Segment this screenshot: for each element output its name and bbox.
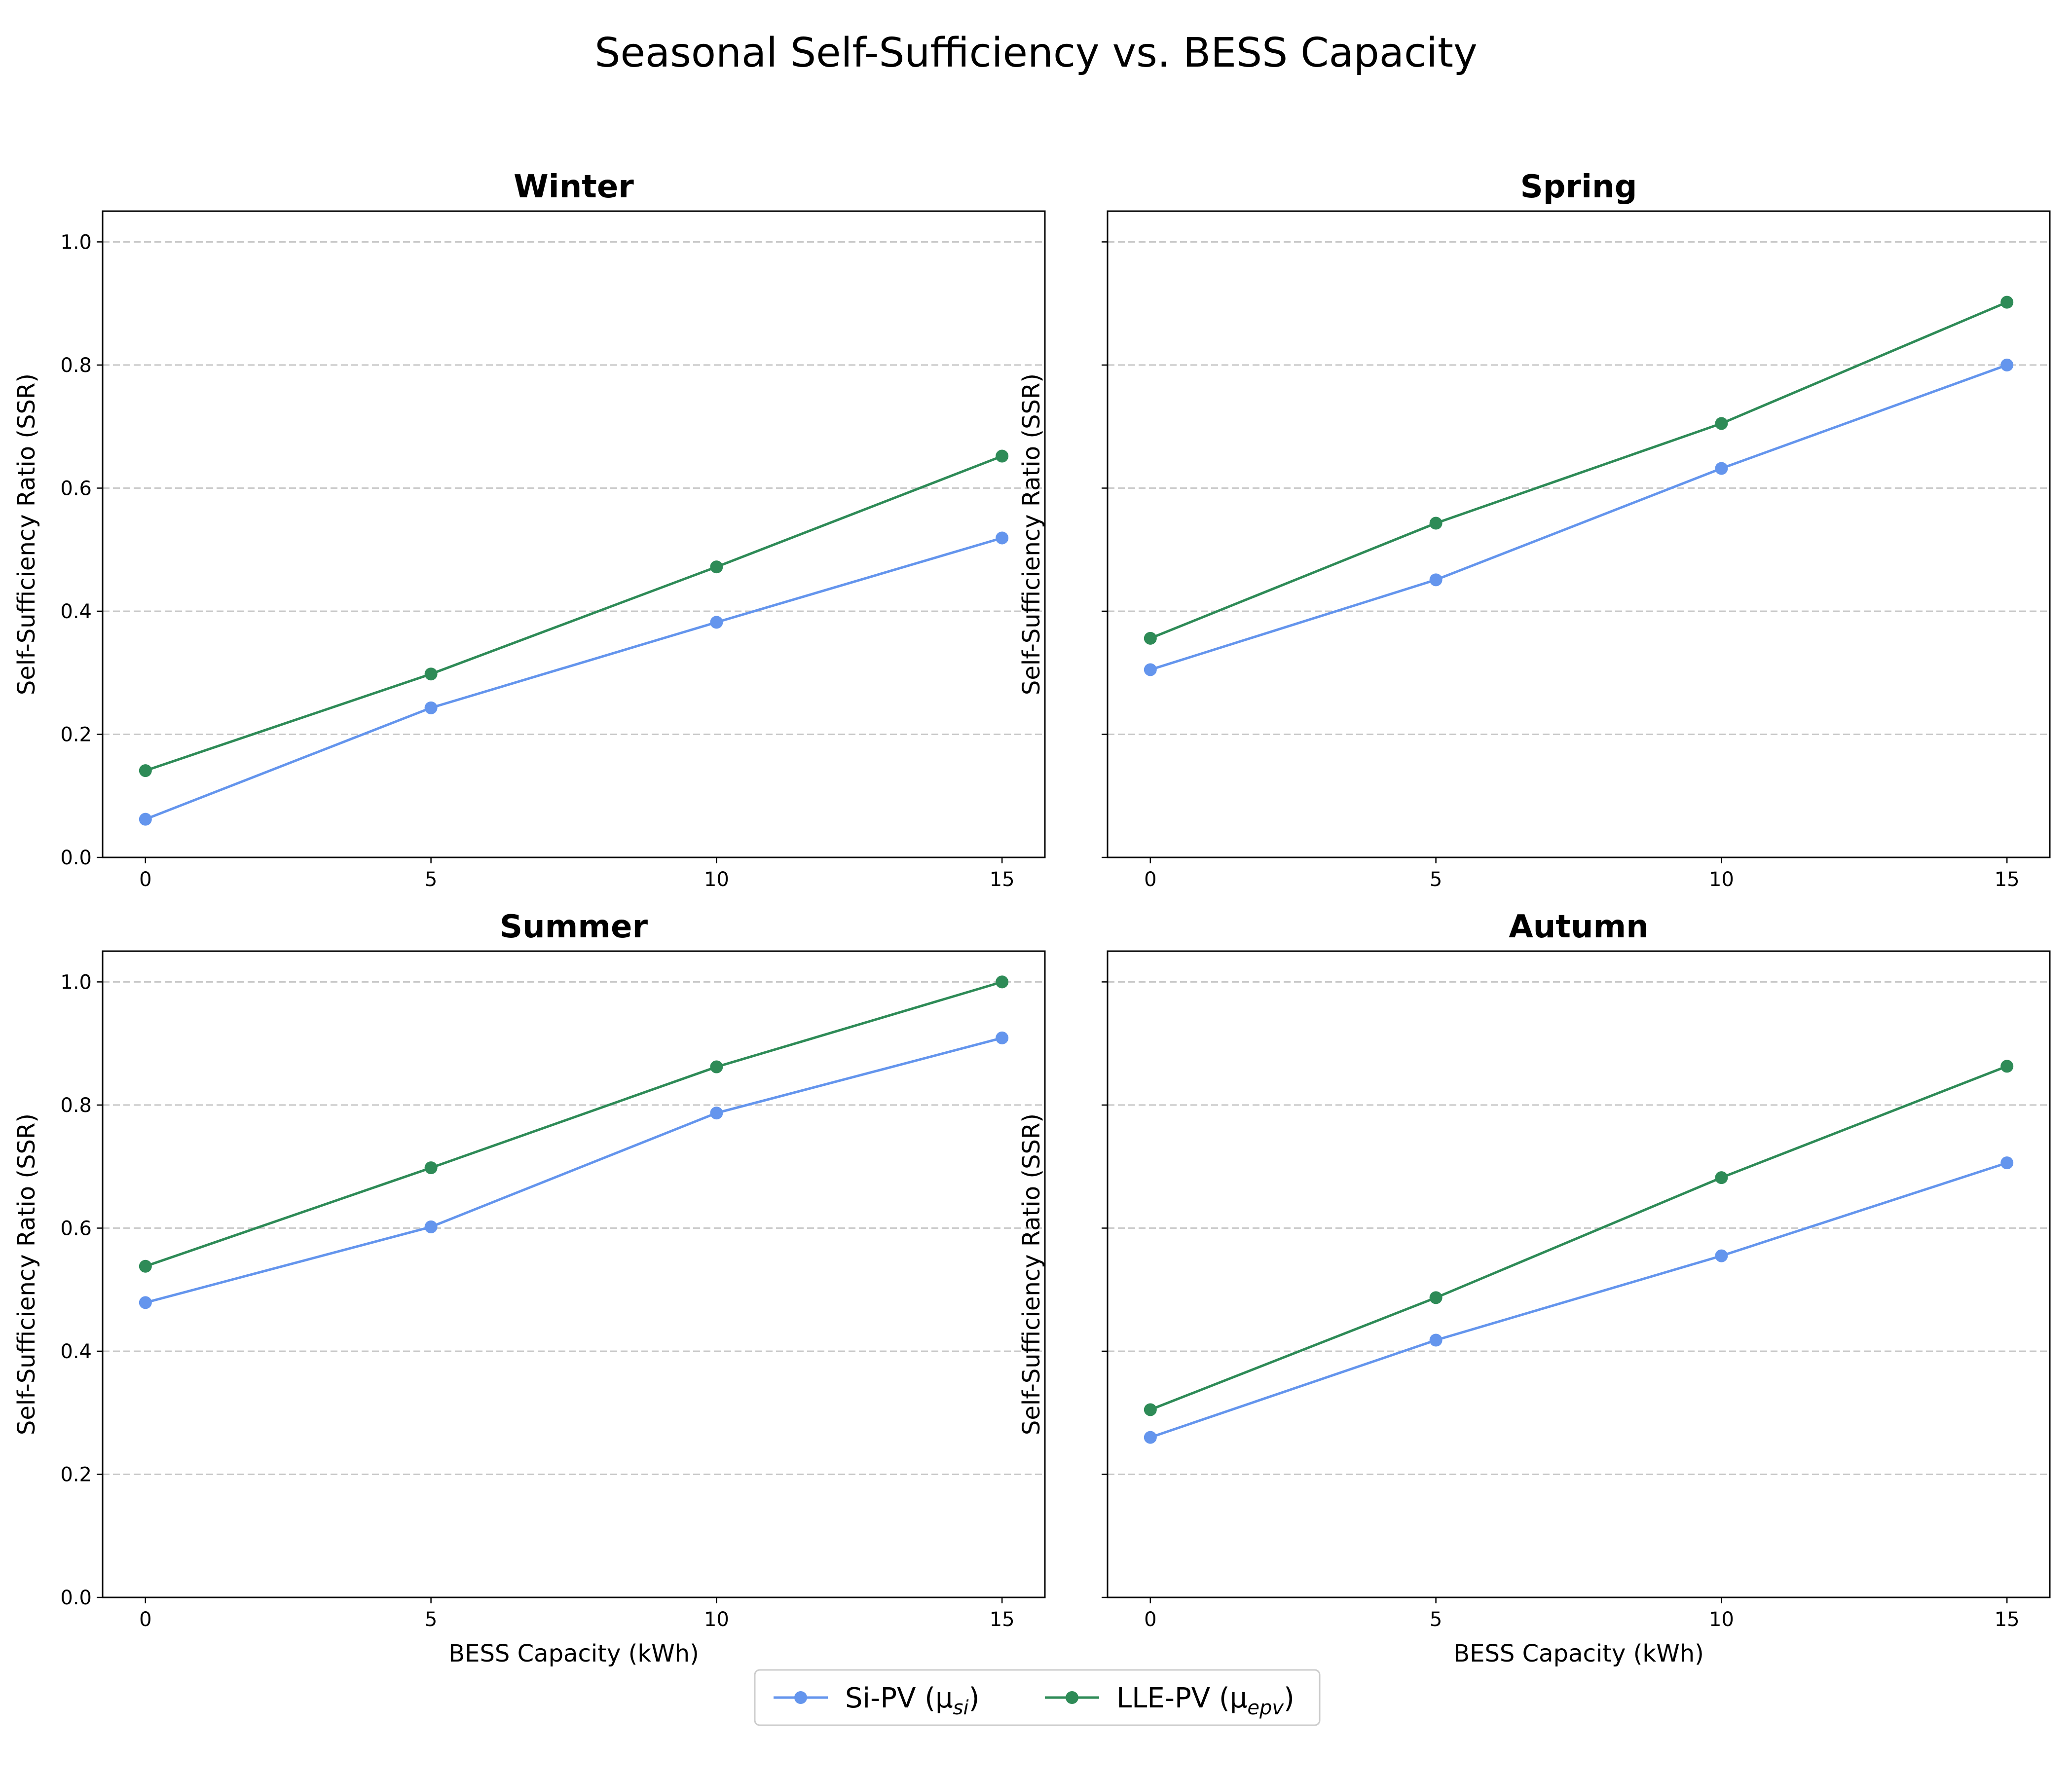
data-point-si xyxy=(996,531,1009,545)
panel-title: Spring xyxy=(1520,169,1637,205)
y-tick-label: 0.0 xyxy=(60,847,92,869)
x-tick-label: 10 xyxy=(1709,1608,1734,1631)
y-tick-label: 0.4 xyxy=(60,1340,92,1363)
data-point-si xyxy=(1429,1333,1443,1347)
series-line-lle xyxy=(1149,1065,2008,1411)
panel-title: Summer xyxy=(500,909,648,945)
y-tick-label: 0.8 xyxy=(60,354,92,377)
x-axis-label: BESS Capacity (kWh) xyxy=(448,1640,699,1667)
y-axis-label: Self-Sufficiency Ratio (SSR) xyxy=(1018,1113,1045,1435)
legend-frame xyxy=(754,1669,1321,1726)
data-point-lle xyxy=(2000,296,2014,309)
x-tick-label: 10 xyxy=(704,1608,729,1631)
x-tick-label: 15 xyxy=(990,1608,1015,1631)
series-line-si xyxy=(145,1036,1002,1304)
panel-title: Autumn xyxy=(1509,909,1649,945)
x-tick-label: 0 xyxy=(1144,868,1156,891)
plot-frame xyxy=(102,210,1046,858)
series-line-si xyxy=(145,537,1002,820)
series-line-si xyxy=(1150,364,2008,671)
y-tick-label: 1.0 xyxy=(60,971,92,994)
panel-winter: 0.0 0.2 0.4 0.6 0.8 1.0 0 5 10 15 Winter Self-Suffi… xyxy=(13,169,1046,891)
data-point-lle xyxy=(424,667,438,681)
data-point-si xyxy=(2000,358,2014,371)
data-point-lle xyxy=(139,1259,152,1273)
data-point-si xyxy=(710,616,723,629)
x-tick-label: 5 xyxy=(1430,868,1442,891)
data-point-si xyxy=(1715,462,1728,475)
y-axis-label: Self-Sufficiency Ratio (SSR) xyxy=(13,1113,40,1435)
data-point-lle xyxy=(1429,1291,1443,1304)
y-axis-label: Self-Sufficiency Ratio (SSR) xyxy=(1018,373,1045,695)
x-tick-label: 10 xyxy=(704,868,729,891)
x-axis-label: BESS Capacity (kWh) xyxy=(1453,1640,1704,1667)
panel-autumn: 0 5 10 15 Autumn Self-Sufficiency Ratio (SSR)… xyxy=(1018,909,2051,1667)
data-point-lle xyxy=(996,975,1009,989)
data-point-lle xyxy=(139,764,152,777)
series-line-lle xyxy=(145,455,1003,772)
data-point-si xyxy=(996,1031,1009,1044)
x-tick-label: 15 xyxy=(990,868,1015,891)
y-tick-label: 1.0 xyxy=(60,231,92,254)
series-line-lle xyxy=(1149,301,2008,640)
y-tick-label: 0.6 xyxy=(60,1217,92,1240)
legend-marker-si xyxy=(794,1691,807,1704)
x-tick-label: 0 xyxy=(1144,1608,1156,1631)
data-point-si xyxy=(1429,573,1443,587)
data-point-si xyxy=(139,1296,152,1309)
data-point-lle xyxy=(2000,1060,2014,1073)
series-line-si xyxy=(1149,1161,2007,1439)
y-tick-label: 0.0 xyxy=(60,1587,92,1609)
data-point-si xyxy=(1144,1431,1157,1444)
panel-title: Winter xyxy=(514,169,634,205)
panel-summer: 0.0 0.2 0.4 0.6 0.8 1.0 0 5 10 15 Summer Self-Suffi… xyxy=(13,909,1046,1667)
chart-title: Seasonal Self-Sufficiency vs. BESS Capac… xyxy=(594,30,1477,76)
x-tick-label: 0 xyxy=(139,1608,151,1631)
data-point-lle xyxy=(1144,1403,1157,1416)
x-tick-label: 10 xyxy=(1709,868,1734,891)
y-tick-label: 0.8 xyxy=(60,1094,92,1117)
data-point-lle xyxy=(1144,631,1157,645)
data-point-lle xyxy=(996,449,1009,463)
data-point-si xyxy=(1715,1249,1728,1262)
data-point-si xyxy=(1144,663,1157,676)
data-point-si xyxy=(139,813,152,826)
legend: Si-PV (μsi) LLE-PV (μepv) xyxy=(754,1669,1321,1726)
y-tick-label: 0.2 xyxy=(60,723,92,746)
data-point-lle xyxy=(1715,417,1728,430)
series-line-lle xyxy=(145,981,1002,1268)
data-point-lle xyxy=(710,1060,723,1073)
data-point-si xyxy=(424,1220,438,1233)
data-point-si xyxy=(2000,1156,2014,1170)
x-tick-label: 5 xyxy=(1430,1608,1442,1631)
x-tick-label: 15 xyxy=(1995,1608,2020,1631)
data-point-lle xyxy=(1429,517,1443,530)
y-tick-label: 0.2 xyxy=(60,1463,92,1486)
data-point-si xyxy=(710,1107,723,1120)
data-point-lle xyxy=(424,1161,438,1175)
x-tick-label: 0 xyxy=(139,868,151,891)
x-tick-label: 15 xyxy=(1995,868,2020,891)
y-axis-label: Self-Sufficiency Ratio (SSR) xyxy=(13,373,40,695)
legend-label-lle: LLE-PV (μepv) xyxy=(1116,1682,1295,1719)
data-point-lle xyxy=(1715,1171,1728,1184)
panel-spring: 0 5 10 15 Spring Self-Sufficiency Ratio (SSR) xyxy=(1018,169,2051,891)
x-tick-label: 5 xyxy=(425,1608,437,1631)
plot-frame xyxy=(1107,950,2051,1598)
data-point-si xyxy=(424,701,438,714)
plot-frame xyxy=(102,950,1046,1598)
legend-label-si: Si-PV (μsi) xyxy=(845,1682,979,1719)
x-tick-label: 5 xyxy=(425,868,437,891)
data-point-lle xyxy=(710,560,723,574)
legend-marker-lle xyxy=(1066,1691,1078,1704)
y-tick-label: 0.6 xyxy=(60,477,92,500)
plot-frame xyxy=(1107,210,2051,858)
y-tick-label: 0.4 xyxy=(60,600,92,623)
